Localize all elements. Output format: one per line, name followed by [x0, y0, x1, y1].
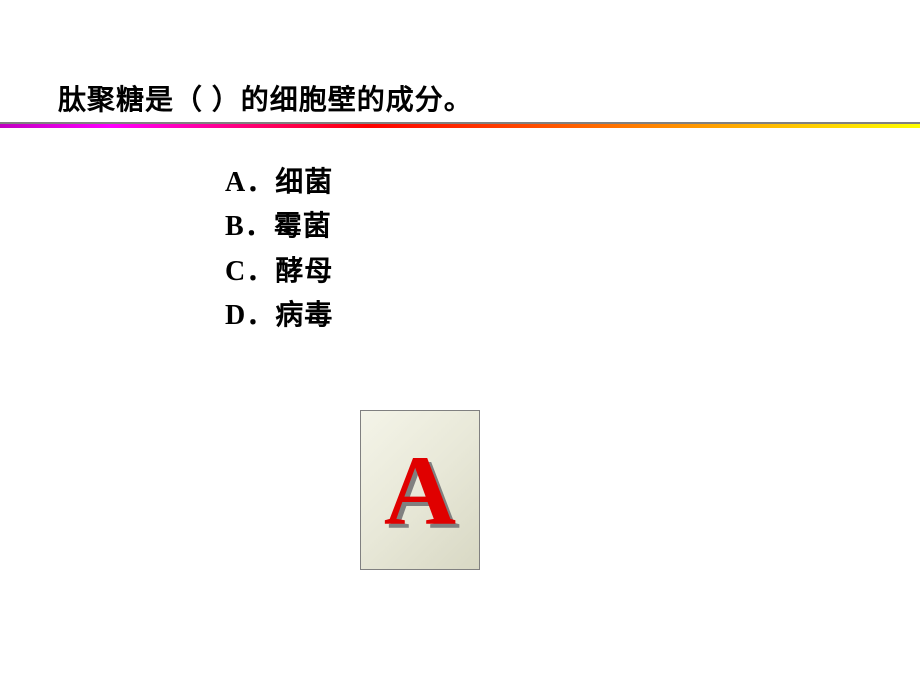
- option-text: 霉菌: [274, 210, 332, 241]
- option-b: B．霉菌: [225, 204, 333, 248]
- divider-line: [0, 122, 920, 128]
- question-text: 肽聚糖是（ ）的细胞壁的成分。: [58, 78, 473, 118]
- option-letter: A: [225, 167, 246, 198]
- option-letter: B: [225, 211, 245, 242]
- answer-letter: A: [384, 433, 456, 548]
- option-letter: C: [225, 256, 246, 287]
- answer-letter-wrap: A A: [384, 433, 456, 548]
- option-letter: D: [225, 300, 246, 331]
- options-list: A．细菌 B．霉菌 C．酵母 D．病毒: [225, 160, 333, 338]
- option-a: A．细菌: [225, 160, 333, 204]
- option-c: C．酵母: [225, 249, 333, 293]
- option-text: 酵母: [275, 255, 333, 286]
- option-text: 病毒: [275, 299, 333, 330]
- answer-box: A A: [360, 410, 480, 570]
- option-text: 细菌: [275, 166, 333, 197]
- option-d: D．病毒: [225, 293, 333, 337]
